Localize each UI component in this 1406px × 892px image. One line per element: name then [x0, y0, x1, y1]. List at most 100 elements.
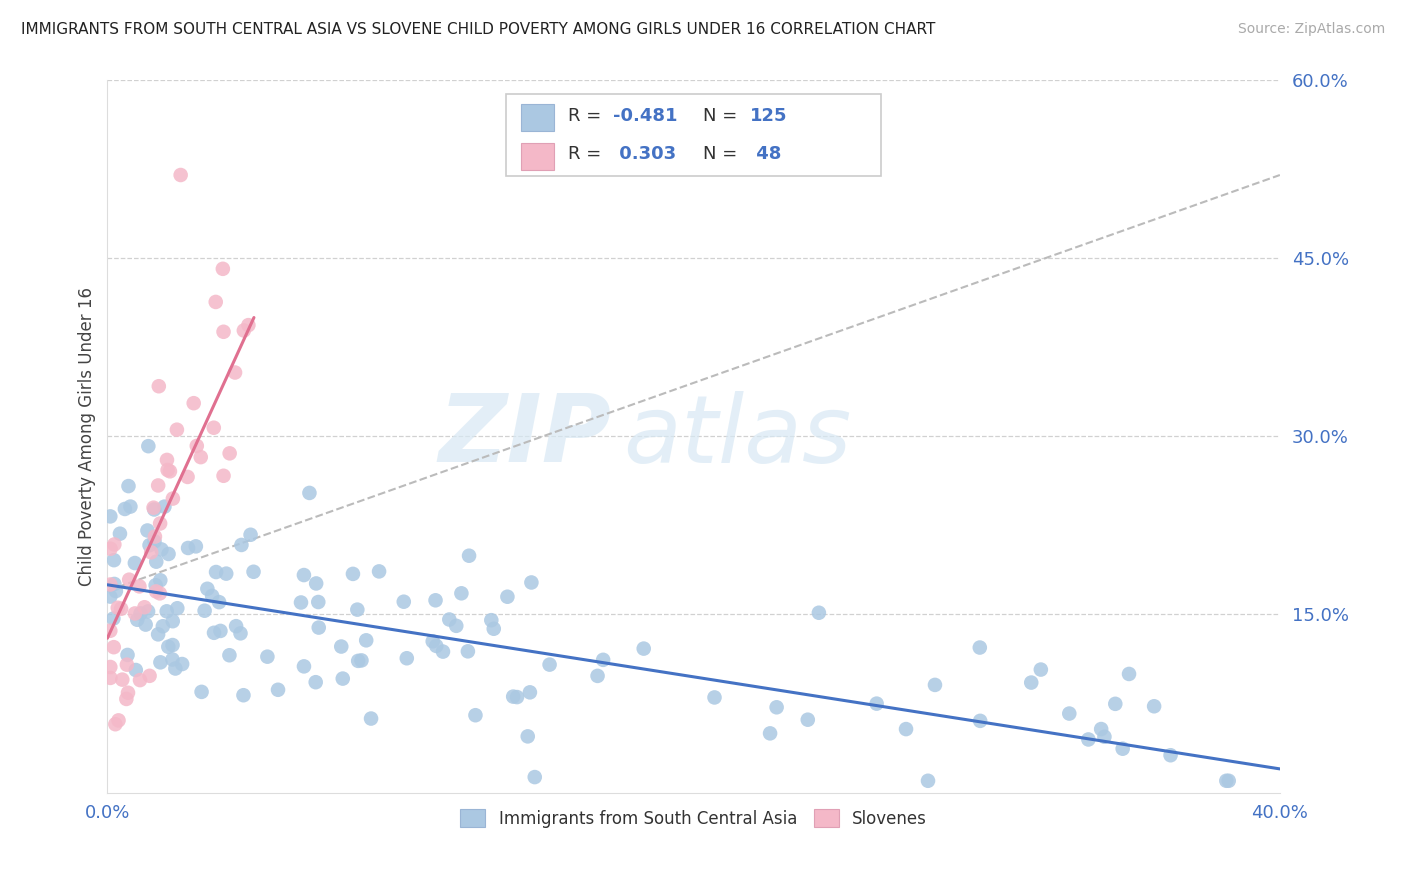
Point [479, 613, 502, 627]
Text: N =: N = [703, 145, 742, 163]
Point [115, 657, 138, 672]
Point [519, 685, 541, 699]
Point [145, 584, 167, 599]
Text: R =: R = [568, 145, 607, 163]
Point [765, 700, 787, 714]
Point [346, 602, 368, 616]
Point [103, 640, 125, 655]
Point [759, 726, 782, 740]
Point [703, 690, 725, 705]
Point [450, 586, 472, 600]
Point [120, 500, 142, 514]
Point [157, 547, 180, 561]
Point [150, 542, 173, 557]
Point [1104, 697, 1126, 711]
Point [292, 659, 315, 673]
Point [224, 366, 246, 380]
Point [354, 633, 377, 648]
Point [98, 624, 121, 638]
Point [145, 578, 167, 592]
Point [108, 526, 131, 541]
Point [190, 685, 212, 699]
Point [169, 168, 191, 182]
Point [172, 657, 194, 671]
Point [797, 713, 820, 727]
Text: Source: ZipAtlas.com: Source: ZipAtlas.com [1237, 22, 1385, 37]
Point [149, 574, 172, 588]
Point [231, 538, 253, 552]
Point [924, 678, 946, 692]
Point [592, 653, 614, 667]
Point [146, 478, 169, 492]
Point [520, 575, 543, 590]
Point [305, 675, 328, 690]
Point [516, 730, 538, 744]
Point [98, 660, 121, 674]
Text: R =: R = [568, 107, 607, 126]
Point [425, 639, 447, 653]
Point [117, 479, 139, 493]
Point [104, 584, 127, 599]
Text: 0.303: 0.303 [613, 145, 676, 163]
Point [127, 613, 149, 627]
Point [229, 626, 252, 640]
Point [232, 323, 254, 337]
Point [232, 688, 254, 702]
Point [156, 453, 179, 467]
Point [135, 617, 157, 632]
Point [156, 463, 179, 477]
Point [156, 604, 179, 618]
Point [1143, 699, 1166, 714]
Point [305, 576, 328, 591]
Point [350, 653, 373, 667]
Point [1215, 773, 1237, 788]
Point [104, 717, 127, 731]
Point [205, 565, 228, 579]
Point [392, 595, 415, 609]
Point [1019, 675, 1042, 690]
Point [218, 446, 240, 460]
Point [145, 555, 167, 569]
Point [446, 619, 468, 633]
Point [395, 651, 418, 665]
Point [149, 656, 172, 670]
Text: 125: 125 [749, 107, 787, 126]
Point [176, 470, 198, 484]
Legend: Immigrants from South Central Asia, Slovenes: Immigrants from South Central Asia, Slov… [454, 802, 934, 834]
Point [1059, 706, 1081, 721]
Point [111, 673, 134, 687]
Point [103, 577, 125, 591]
Point [506, 690, 529, 704]
Point [1077, 732, 1099, 747]
Point [153, 500, 176, 514]
Point [633, 641, 655, 656]
Point [1218, 773, 1240, 788]
Point [129, 607, 152, 621]
Point [360, 712, 382, 726]
Point [136, 604, 159, 618]
Point [157, 640, 180, 654]
Point [124, 607, 146, 621]
Point [917, 773, 939, 788]
Point [141, 545, 163, 559]
Point [215, 566, 238, 581]
Point [115, 692, 138, 706]
Point [538, 657, 561, 672]
Point [202, 421, 225, 435]
Point [183, 396, 205, 410]
Text: -0.481: -0.481 [613, 107, 678, 126]
Point [368, 565, 391, 579]
Point [202, 625, 225, 640]
Point [148, 379, 170, 393]
Point [208, 595, 231, 609]
Point [290, 595, 312, 609]
Point [143, 534, 166, 549]
Point [496, 590, 519, 604]
Point [162, 491, 184, 506]
Point [194, 604, 217, 618]
Point [458, 549, 481, 563]
Point [422, 634, 444, 648]
Point [894, 722, 917, 736]
Point [292, 568, 315, 582]
Point [98, 577, 121, 591]
